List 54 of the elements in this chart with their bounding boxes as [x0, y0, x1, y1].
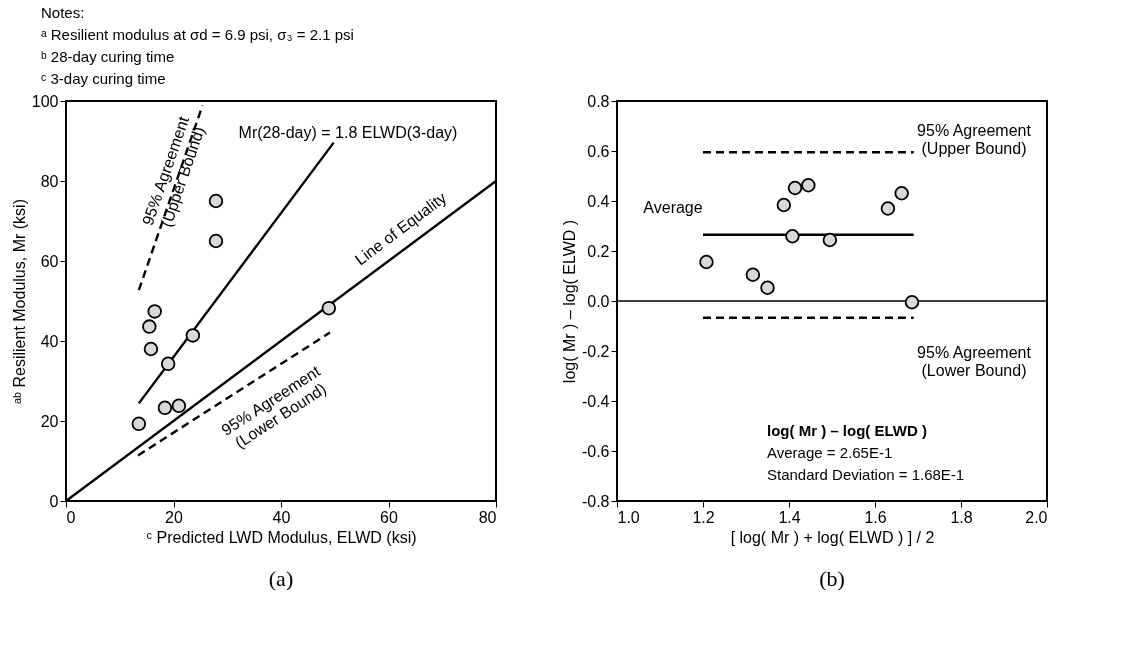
annotation: 95% Agreement (Upper Bound): [917, 122, 1032, 157]
y-axis-title: ᵃᵇ Resilient Modulus, Mr (ksi): [10, 199, 28, 404]
annotation: Average: [643, 199, 703, 216]
text: ᶜ 3-day curing time: [41, 70, 166, 87]
x-tick-label: 2.0: [1025, 508, 1048, 526]
point: [185, 328, 201, 343]
y-tick-label: 0.8: [587, 92, 610, 110]
x-tick-label: 60: [380, 508, 398, 526]
point: [147, 304, 162, 319]
y-tick-label: 0.6: [587, 142, 610, 160]
annotation: Standard Deviation = 1.68E-1: [767, 466, 965, 483]
x-axis-title: [ log( Mr ) + log( ELWD ) ] / 2: [730, 528, 935, 546]
point: [157, 400, 173, 416]
annotation: Mr(28-day) = 1.8 ELWD(3-day): [238, 124, 458, 141]
point: [131, 416, 147, 432]
x-tick-label: 1.0: [617, 508, 640, 526]
y-tick-label: 0.0: [587, 292, 610, 310]
y-tick-label: -0.2: [581, 342, 610, 360]
annotation: log( Mr ) – log( ELWD ): [767, 422, 927, 439]
y-tick-label: 0.2: [587, 242, 610, 260]
point: [321, 300, 337, 316]
annotation: Average = 2.65E-1: [767, 444, 893, 461]
text: ᵇ 28-day curing time: [41, 48, 175, 65]
annotation: 95% Agreement (Lower Bound): [917, 344, 1032, 379]
y-tick-label: -0.6: [581, 442, 610, 460]
y-tick-label: 40: [40, 332, 59, 350]
point: [160, 356, 176, 372]
text: Notes:: [41, 4, 85, 21]
text: (b): [819, 566, 845, 591]
x-tick-label: 1.8: [950, 508, 973, 526]
point: [208, 233, 224, 249]
y-tick-label: 0.4: [587, 192, 610, 210]
y-tick-label: -0.4: [581, 392, 610, 410]
x-tick-label: 1.6: [864, 508, 887, 526]
point: [142, 319, 157, 334]
x-tick-label: 1.4: [778, 508, 801, 526]
x-tick-label: 0: [66, 508, 76, 526]
y-axis-title: log( Mr ) – log( ELWD ): [560, 219, 578, 384]
y-tick-label: 20: [40, 412, 59, 430]
y-tick-label: -0.8: [581, 492, 610, 510]
x-axis-title: ᶜ Predicted LWD Modulus, ELWD (ksi): [146, 528, 417, 546]
point: [143, 341, 159, 357]
x-tick-label: 80: [478, 508, 497, 526]
x-tick-label: 40: [272, 508, 291, 526]
x-tick-label: 20: [165, 508, 183, 526]
y-tick-label: 80: [40, 172, 59, 190]
y-tick-label: 60: [40, 252, 59, 270]
point: [171, 398, 187, 414]
point: [208, 193, 224, 209]
text: (a): [268, 566, 294, 591]
x-tick-label: 1.2: [692, 508, 715, 526]
y-tick-label: 0: [49, 492, 59, 510]
y-tick-label: 100: [31, 92, 59, 110]
text: ᵃ Resilient modulus at σd = 6.9 psi, σ₃ = 2.1 psi: [41, 26, 354, 43]
